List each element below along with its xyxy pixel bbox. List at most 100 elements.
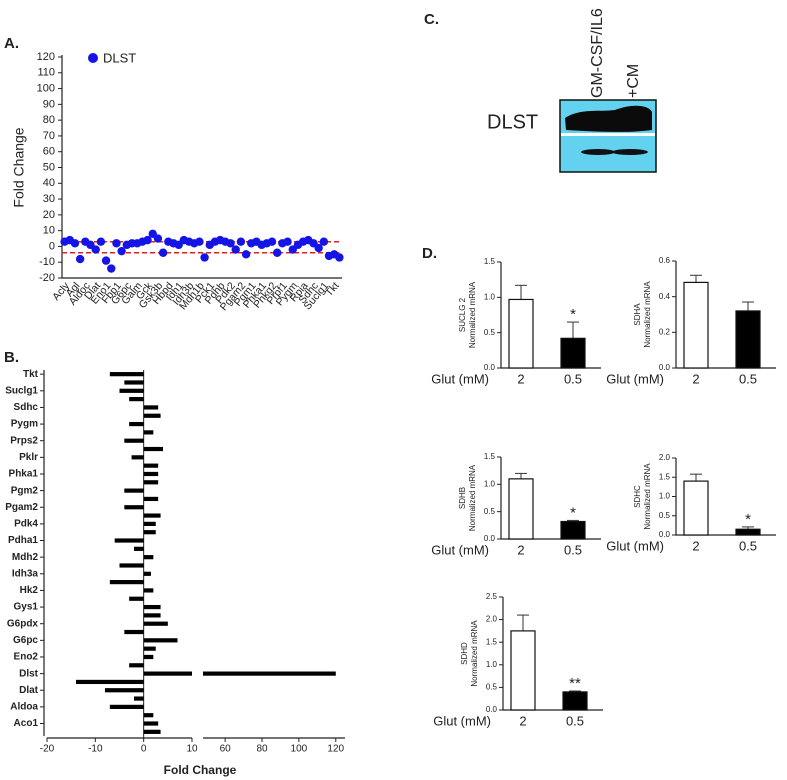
bar (143, 513, 161, 518)
bar (129, 421, 144, 427)
y-tick-label: G6pc (13, 635, 38, 646)
bar (134, 696, 144, 701)
x-tick-label: 100 (291, 744, 308, 755)
x-tick-label: 10 (186, 744, 198, 755)
data-point (117, 246, 126, 256)
y-tick-label: 0.2 (659, 327, 671, 336)
y-tick-label: Pdha1 (8, 535, 38, 546)
data-point (96, 237, 106, 246)
y-tick-label: 0.0 (484, 534, 496, 543)
x-tick-label: 0.5 (564, 542, 582, 557)
bar (683, 480, 709, 536)
bar (124, 380, 144, 385)
y-tick-label: 0.5 (659, 511, 671, 520)
x-tick-label: 0.5 (566, 713, 584, 728)
data-point (319, 237, 329, 246)
x-axis-title: Glut (mM) (606, 371, 664, 386)
panel-label: D. (422, 245, 437, 262)
y-tick-label: 40 (43, 177, 55, 189)
y-tick-label: 0.5 (484, 328, 496, 337)
x-axis-title: Fold Change (164, 763, 237, 777)
bar (143, 446, 163, 452)
y-tick-label: 1.0 (484, 292, 496, 301)
y-tick-label: 2.5 (486, 592, 498, 601)
y-tick-label: Gys1 (14, 602, 39, 613)
bar (143, 480, 159, 485)
panel-label: B. (4, 349, 19, 366)
blot-divider (561, 133, 655, 136)
data-point (91, 245, 100, 254)
bar (143, 604, 161, 610)
bar (562, 691, 588, 711)
x-tick-label: 2 (519, 713, 526, 728)
y-tick-label: -10 (39, 256, 55, 268)
y-tick-label: 90 (43, 98, 55, 110)
bar (131, 455, 144, 460)
y-tick-label: 0.4 (659, 292, 671, 301)
x-axis-title: Glut (mM) (431, 542, 489, 557)
bar (109, 580, 144, 585)
y-tick-label: Pgm2 (11, 485, 39, 496)
bar (143, 430, 154, 435)
x-tick-label: 120 (327, 744, 344, 755)
bar (560, 337, 586, 369)
blot-band (612, 149, 648, 155)
data-point (335, 253, 344, 262)
y-tick-label: 10 (43, 225, 55, 237)
data-point (314, 243, 323, 253)
bar (143, 713, 154, 718)
blot-lane: +CM (625, 64, 642, 98)
y-tick-label: 2.0 (659, 453, 671, 462)
data-point (236, 237, 246, 246)
bar (143, 729, 161, 734)
bar (735, 528, 761, 536)
x-tick-label: 80 (256, 744, 268, 755)
bar (143, 646, 156, 651)
x-tick-label: 0.5 (739, 538, 757, 553)
data-point (226, 239, 235, 248)
data-point (200, 253, 209, 262)
y-tick-label: 0.6 (659, 256, 671, 265)
x-axis-title: Glut (mM) (433, 713, 491, 728)
y-tick-label: -20 (39, 272, 55, 284)
y-axis-title: SUCLG 2 (458, 297, 467, 332)
x-tick-label: 2 (692, 538, 699, 553)
x-tick-label: 0.5 (564, 371, 582, 386)
bar (143, 496, 159, 502)
bar (735, 310, 761, 369)
bar (143, 638, 178, 643)
bar (508, 298, 534, 369)
y-tick-label: 100 (37, 82, 55, 94)
bar (109, 372, 144, 377)
legend-label: DLST (103, 50, 136, 65)
y-tick-label: Hk2 (20, 585, 39, 596)
blot-band (565, 105, 652, 132)
y-tick-label: Phka1 (9, 469, 39, 480)
y-axis-unit: Normalized mRNA (470, 620, 479, 687)
bar (119, 563, 144, 568)
bar (119, 388, 144, 393)
data-point (153, 234, 163, 243)
data-point (241, 250, 251, 259)
y-tick-label: Prps2 (10, 435, 38, 446)
data-point (231, 245, 240, 254)
y-tick-label: 0.0 (484, 363, 496, 372)
x-tick-label: 2 (517, 542, 524, 557)
significance: * (745, 511, 751, 528)
legend-marker (88, 53, 98, 63)
blot-protein: DLST (487, 111, 538, 133)
significance: * (570, 306, 576, 323)
panel-label: A. (4, 35, 19, 52)
y-tick-label: 1.5 (484, 452, 496, 461)
bar (129, 397, 144, 402)
bar (143, 471, 159, 477)
bar (124, 438, 144, 443)
x-tick-label: 0.5 (739, 371, 757, 386)
y-tick-label: 1.0 (659, 492, 671, 501)
y-axis-title: SDHB (458, 487, 467, 509)
y-tick-label: 0.5 (484, 507, 496, 516)
y-tick-label: Pdk4 (14, 519, 38, 530)
bar (143, 571, 151, 576)
bar (76, 679, 144, 685)
